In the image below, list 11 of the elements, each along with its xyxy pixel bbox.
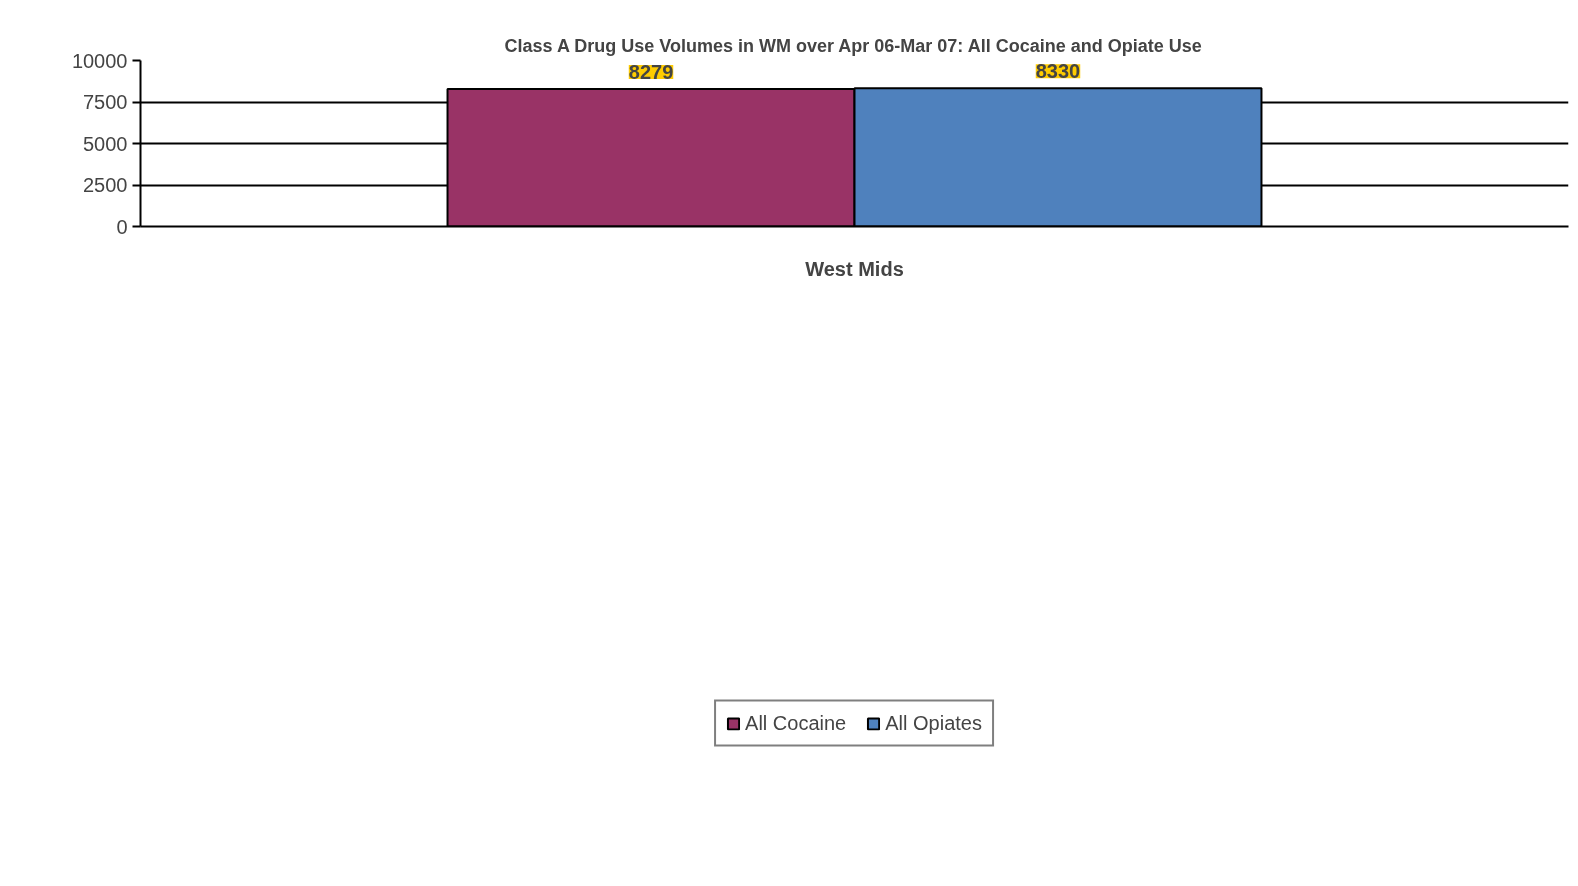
y-tick-label: 7500 (83, 91, 128, 113)
data-label: 8279 (628, 61, 674, 84)
x-tick-label: West Mids (805, 257, 904, 280)
y-tick-label: 2500 (83, 174, 128, 196)
legend-label: All Cocaine (745, 711, 847, 735)
legend-label: All Opiates (885, 711, 982, 735)
chart-title: Class A Drug Use Volumes in WM over Apr 06-Mar 07: All Cocaine and Opiate Use (504, 35, 1202, 56)
y-tick-label: 5000 (83, 132, 128, 155)
data-label: 8330 (1035, 60, 1081, 83)
y-tick-label: 0 (116, 215, 128, 238)
y-tick-label: 10000 (71, 49, 128, 72)
